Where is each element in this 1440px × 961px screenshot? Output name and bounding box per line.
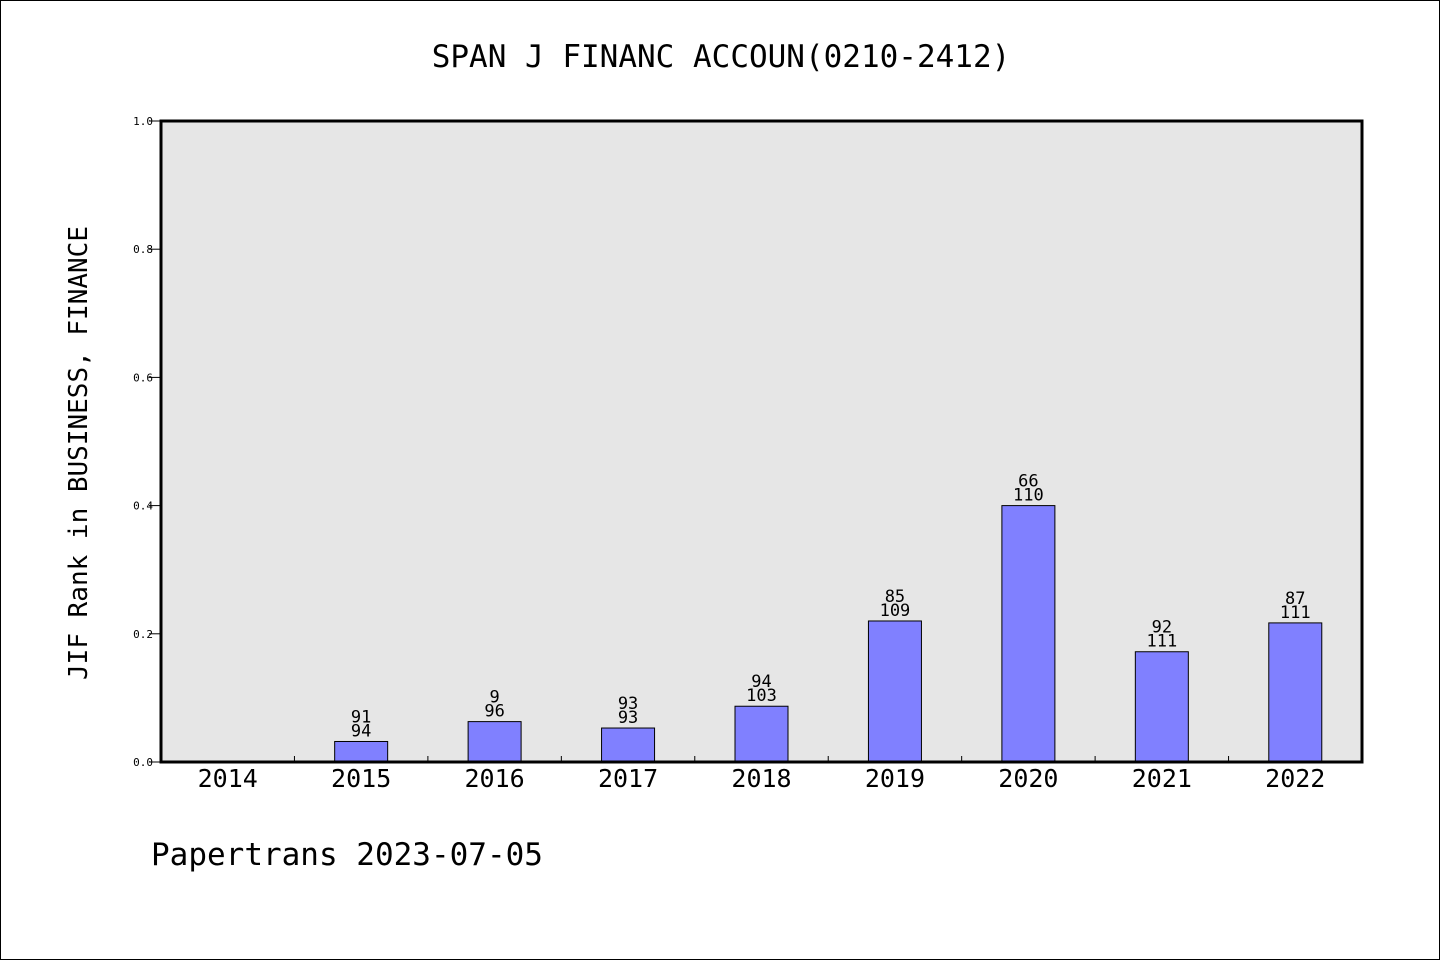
tick-layer: 0.0 0.2 0.4 0.6 0.8 1.0 2014 2015 2016 2017 2018 20… bbox=[133, 115, 1325, 793]
x-tick-label: 2014 bbox=[198, 764, 258, 793]
x-tick-label: 2019 bbox=[865, 764, 925, 793]
bar bbox=[601, 727, 656, 763]
bar-label-bottom: 96 bbox=[484, 702, 504, 722]
x-tick-label: 2021 bbox=[1132, 764, 1192, 793]
plot-border bbox=[159, 119, 1364, 764]
bar-label-bottom: 109 bbox=[880, 601, 911, 621]
bar bbox=[334, 740, 389, 763]
bar-label-top: 93 bbox=[618, 694, 638, 714]
bar-label-bottom: 103 bbox=[746, 686, 777, 706]
x-tick-label: 2017 bbox=[598, 764, 658, 793]
bar-label-top: 94 bbox=[751, 672, 771, 692]
x-tick-label: 2020 bbox=[998, 764, 1058, 793]
chart-title: SPAN J FINANC ACCOUN(0210-2412) bbox=[432, 39, 1011, 75]
y-tick-label: 0.0 bbox=[133, 756, 153, 769]
bar bbox=[1001, 505, 1056, 763]
bar bbox=[1268, 622, 1323, 763]
bar-label-bottom: 110 bbox=[1013, 486, 1044, 506]
bar-label-top: 87 bbox=[1285, 589, 1305, 609]
bar-label-top: 85 bbox=[885, 587, 905, 607]
bar-label-top: 91 bbox=[351, 707, 371, 727]
y-tick-label: 1.0 bbox=[133, 115, 153, 128]
y-tick-label: 0.4 bbox=[133, 500, 153, 513]
x-tick-label: 2015 bbox=[331, 764, 391, 793]
x-tick-label: 2022 bbox=[1265, 764, 1325, 793]
bar bbox=[867, 620, 922, 763]
bar-label-bottom: 93 bbox=[618, 708, 638, 728]
bar-label-top: 92 bbox=[1152, 618, 1172, 638]
bar bbox=[467, 721, 522, 763]
bar-label-bottom: 111 bbox=[1280, 603, 1311, 623]
x-tick-label: 2016 bbox=[465, 764, 525, 793]
bar bbox=[1134, 651, 1189, 763]
bar-label-top: 9 bbox=[489, 688, 499, 708]
bar-label-top: 66 bbox=[1018, 472, 1038, 492]
y-tick-label: 0.2 bbox=[133, 628, 153, 641]
y-tick-label: 0.8 bbox=[133, 243, 153, 256]
footer-text: Papertrans 2023-07-05 bbox=[151, 837, 543, 873]
y-axis-label: JIF Rank in BUSINESS, FINANCE bbox=[64, 226, 94, 680]
bar-label-bottom: 94 bbox=[351, 721, 371, 741]
bar bbox=[734, 705, 789, 763]
bar-layer bbox=[334, 505, 1323, 763]
y-tick-label: 0.6 bbox=[133, 371, 153, 384]
bar-label-bottom: 111 bbox=[1146, 632, 1177, 652]
x-tick-label: 2018 bbox=[731, 764, 791, 793]
